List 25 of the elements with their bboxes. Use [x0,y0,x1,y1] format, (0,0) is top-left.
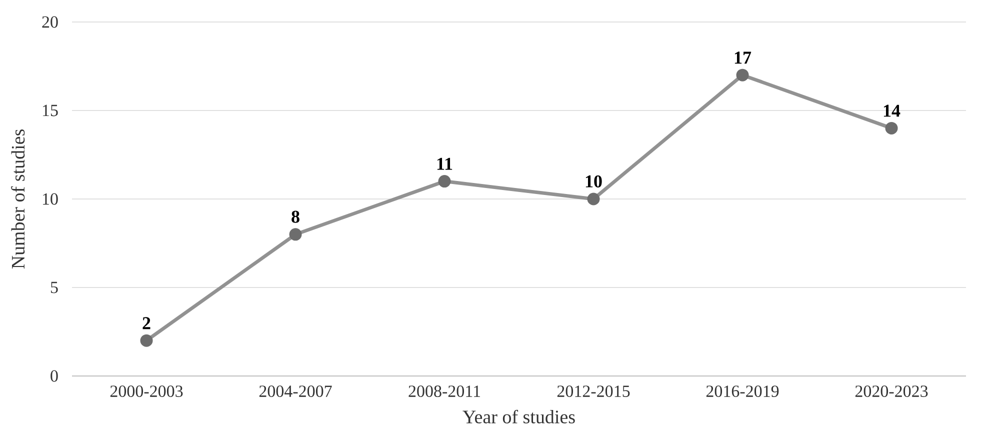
x-tick-label: 2008-2011 [408,386,480,397]
point [587,192,600,206]
y-tick-label: 5 [50,282,58,294]
data-label: 10 [586,175,602,188]
point [140,334,153,347]
y-axis-title: Number of studies [11,130,25,269]
y-tick-label: 10 [42,193,58,205]
point [289,228,302,241]
x-tick-label: 2012-2015 [557,386,630,397]
data-label: 2 [142,317,150,330]
x-tick-label: 2000-2003 [110,386,183,397]
x-axis-title: Year of studies [462,410,575,424]
point [885,122,898,134]
x-tick-label: 2020-2023 [855,386,928,397]
point [438,175,451,188]
x-tick-label: 2004-2007 [259,386,332,397]
data-label: 8 [292,210,300,223]
data-label: 14 [884,104,900,117]
data-label: 11 [437,158,452,170]
y-tick-label: 20 [42,16,58,28]
x-tick-label: 2016-2019 [706,386,779,397]
y-tick-label: 0 [50,370,58,382]
data-label: 17 [734,52,752,64]
point [736,68,749,82]
y-tick-label: 15 [42,104,58,116]
